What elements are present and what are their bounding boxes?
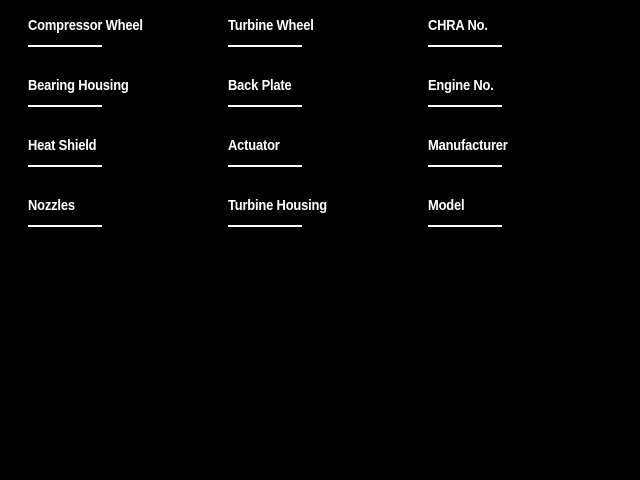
field-manufacturer[interactable]: Manufacturer [428,138,608,188]
field-write-in-rule[interactable] [228,165,302,167]
field-grid: Compressor Wheel Bearing Housing Heat Sh… [28,18,608,227]
field-label: Manufacturer [428,137,508,154]
field-model[interactable]: Model [428,198,608,248]
field-bearing-housing[interactable]: Bearing Housing [28,78,208,128]
field-back-plate[interactable]: Back Plate [228,78,408,128]
field-write-in-rule[interactable] [28,45,102,47]
field-label: Back Plate [228,77,292,94]
field-compressor-wheel[interactable]: Compressor Wheel [28,18,208,68]
field-turbine-housing[interactable]: Turbine Housing [228,198,408,248]
field-label: Turbine Wheel [228,17,314,34]
field-label: Heat Shield [28,137,97,154]
field-chra-no[interactable]: CHRA No. [428,18,608,68]
field-label: Model [428,197,465,214]
field-turbine-wheel[interactable]: Turbine Wheel [228,18,408,68]
field-write-in-rule[interactable] [28,225,102,227]
field-write-in-rule[interactable] [228,45,302,47]
field-write-in-rule[interactable] [228,225,302,227]
field-write-in-rule[interactable] [28,165,102,167]
field-write-in-rule[interactable] [428,45,502,47]
field-label: CHRA No. [428,17,488,34]
field-heat-shield[interactable]: Heat Shield [28,138,208,188]
field-write-in-rule[interactable] [428,225,502,227]
field-actuator[interactable]: Actuator [228,138,408,188]
field-write-in-rule[interactable] [428,165,502,167]
field-label: Nozzles [28,197,75,214]
field-label: Engine No. [428,77,494,94]
field-nozzles[interactable]: Nozzles [28,198,208,248]
field-engine-no[interactable]: Engine No. [428,78,608,128]
field-write-in-rule[interactable] [228,105,302,107]
field-label: Bearing Housing [28,77,129,94]
field-label: Compressor Wheel [28,17,143,34]
field-label: Actuator [228,137,280,154]
field-write-in-rule[interactable] [28,105,102,107]
field-label: Turbine Housing [228,197,327,214]
field-write-in-rule[interactable] [428,105,502,107]
empty-lower-area [0,240,640,480]
